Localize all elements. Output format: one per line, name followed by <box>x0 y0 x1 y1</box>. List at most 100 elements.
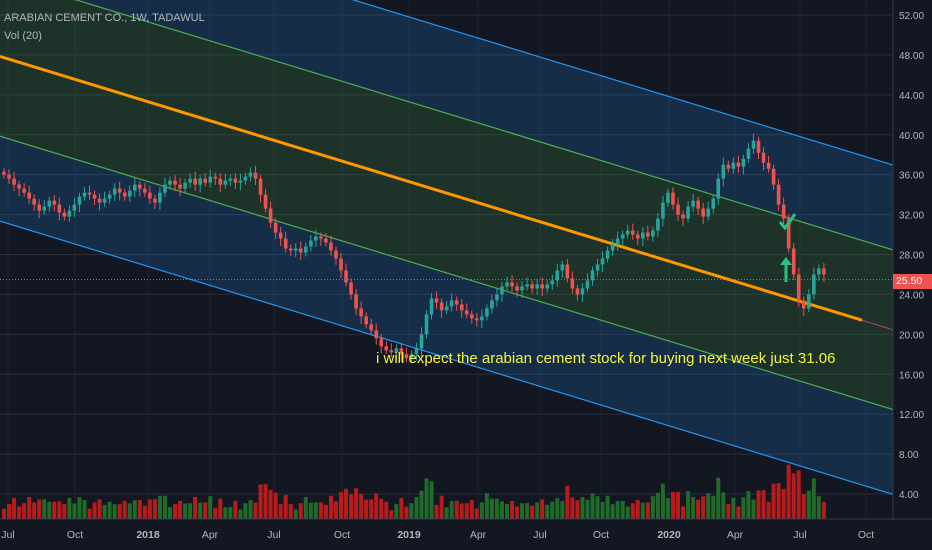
volume-bar <box>364 499 369 519</box>
volume-bar <box>530 505 535 519</box>
candle-body <box>671 192 675 205</box>
candle-body <box>22 188 26 193</box>
volume-bar <box>27 497 32 519</box>
candle-body <box>399 348 404 355</box>
candle-body <box>384 346 389 351</box>
candle-body <box>449 300 454 307</box>
volume-bar <box>17 506 22 519</box>
candle-body <box>434 298 439 303</box>
candle-body <box>525 284 529 287</box>
last-price-badge: 25.50 <box>893 274 932 289</box>
volume-bar <box>52 501 57 519</box>
volume-bar <box>379 498 384 519</box>
volume-bar <box>102 504 107 519</box>
volume-bar <box>575 500 580 519</box>
grid <box>0 0 893 519</box>
candle-body <box>615 238 620 245</box>
volume-bar <box>394 504 399 519</box>
x-tick-label: Jul <box>1 529 14 541</box>
y-tick-label: 8.00 <box>899 450 919 461</box>
candle-body <box>485 308 489 317</box>
regression-center-line <box>0 54 863 322</box>
volume-bar <box>167 507 172 519</box>
volume-bar <box>399 497 404 519</box>
volume-bar <box>520 503 525 519</box>
candle-body <box>424 314 429 335</box>
candle-body <box>268 208 273 223</box>
y-tick-label: 32.00 <box>899 211 924 222</box>
candle-body <box>178 184 182 189</box>
volume-bar <box>439 495 444 519</box>
volume-bar <box>605 495 610 519</box>
volume-bar <box>741 497 746 519</box>
volume-bar <box>701 496 706 519</box>
volume-bar <box>489 498 494 519</box>
volume-bar <box>665 498 670 519</box>
candle-body <box>776 184 781 205</box>
volume-bar <box>268 489 273 519</box>
candle-body <box>676 204 680 215</box>
volume-bar <box>444 507 449 519</box>
x-tick-label: Jul <box>267 529 280 541</box>
candle-body <box>243 176 248 181</box>
regression-center-extension <box>861 319 894 331</box>
x-tick-label: Apr <box>202 529 219 541</box>
channel-middle-band <box>0 0 893 410</box>
candle-body <box>329 242 333 251</box>
volume-bar <box>691 497 696 519</box>
volume-bar <box>162 495 167 519</box>
candle-body <box>595 264 600 271</box>
candle-body <box>228 178 233 181</box>
volume-bar <box>42 499 47 519</box>
volume-bar <box>756 490 761 519</box>
volume-bar <box>333 501 338 519</box>
candle-body <box>349 282 353 295</box>
volume-bar <box>590 493 595 519</box>
candle-body <box>781 204 786 219</box>
volume-bar <box>786 464 791 519</box>
x-tick-label: Oct <box>593 529 609 541</box>
volume-bar <box>726 504 731 519</box>
candle-body <box>771 168 776 185</box>
candle-body <box>651 230 655 237</box>
regression-channel <box>0 0 894 495</box>
candle-body <box>701 208 705 217</box>
volume-bar <box>278 504 283 519</box>
volume-bar <box>716 477 721 519</box>
y-tick-label: 40.00 <box>899 131 924 142</box>
candle-body <box>822 268 826 275</box>
candle-body <box>183 182 187 189</box>
volume-bar <box>349 494 354 519</box>
candle-body <box>464 310 469 315</box>
candle-body <box>661 202 665 219</box>
volume-bar <box>776 483 781 519</box>
candle-body <box>429 298 434 315</box>
volume-bar <box>721 492 726 519</box>
volume-bar <box>87 508 92 519</box>
volume-bar <box>263 484 268 519</box>
candle-body <box>681 214 685 219</box>
volume-bar <box>7 504 12 519</box>
volume-bar <box>404 506 409 519</box>
candle-body <box>550 280 555 285</box>
candle-body <box>630 230 635 235</box>
candle-body <box>535 284 539 289</box>
candle-body <box>696 200 700 209</box>
candle-body <box>87 192 92 195</box>
y-tick-label: 52.00 <box>899 11 924 22</box>
volume-bar <box>208 496 213 519</box>
y-tick-label: 12.00 <box>899 410 924 421</box>
candle-body <box>369 324 373 331</box>
volume-bar <box>640 502 645 519</box>
volume-bar <box>545 504 550 519</box>
volume-bar <box>791 473 796 519</box>
volume-bar <box>655 492 660 519</box>
volume-bar <box>354 488 359 519</box>
channel-lower-band <box>0 136 893 495</box>
volume-bar <box>248 500 253 519</box>
volume-bar <box>736 506 741 519</box>
volume-bar <box>469 500 474 519</box>
x-tick-label: 2018 <box>136 529 160 541</box>
candle-body <box>495 294 499 301</box>
